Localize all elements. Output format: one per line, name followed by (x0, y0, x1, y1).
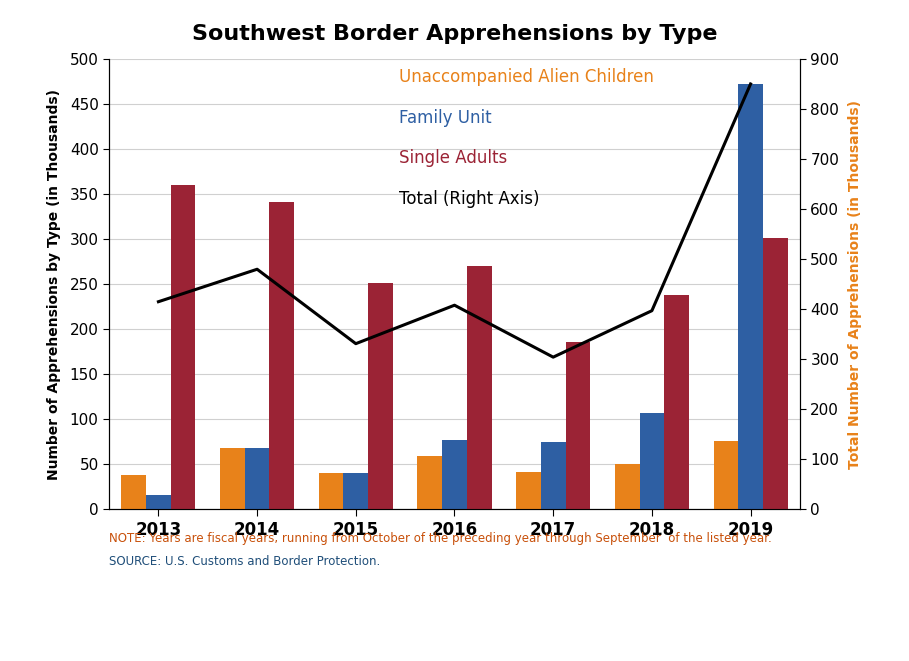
Bar (516, 472, 541, 509)
Bar (245, 448, 269, 509)
Text: NOTE: Years are fiscal years, running from October of the preceding year through: NOTE: Years are fiscal years, running fr… (109, 532, 772, 545)
Bar (146, 496, 171, 509)
Bar (417, 456, 442, 509)
Text: Single Adults: Single Adults (399, 149, 507, 167)
Bar (565, 342, 590, 509)
Bar (319, 473, 344, 509)
Bar (714, 441, 738, 509)
Bar (541, 442, 565, 509)
Y-axis label: Number of Apprehensions by Type (in Thousands): Number of Apprehensions by Type (in Thou… (47, 89, 61, 480)
Bar (763, 239, 787, 509)
Bar (171, 185, 195, 509)
Y-axis label: Total Number of Apprehensions (in Thousands): Total Number of Apprehensions (in Thousa… (848, 100, 862, 469)
Text: Family Unit: Family Unit (399, 109, 492, 127)
Bar (269, 202, 295, 509)
Bar (220, 448, 245, 509)
Text: Total (Right Axis): Total (Right Axis) (399, 190, 540, 208)
Bar (467, 266, 492, 509)
Bar (344, 473, 368, 509)
Text: SOURCE: U.S. Customs and Border Protection.: SOURCE: U.S. Customs and Border Protecti… (109, 555, 380, 568)
Bar (122, 475, 146, 509)
Bar (368, 284, 393, 509)
Bar (738, 84, 763, 509)
Text: Unaccompanied Alien Children: Unaccompanied Alien Children (399, 69, 654, 87)
Bar (640, 412, 664, 509)
Title: Southwest Border Apprehensions by Type: Southwest Border Apprehensions by Type (192, 24, 717, 44)
Bar (442, 440, 467, 509)
Bar (614, 464, 640, 509)
Text: Federal Reserve Bank of St. Louis: Federal Reserve Bank of St. Louis (18, 626, 281, 640)
Bar (664, 295, 689, 509)
